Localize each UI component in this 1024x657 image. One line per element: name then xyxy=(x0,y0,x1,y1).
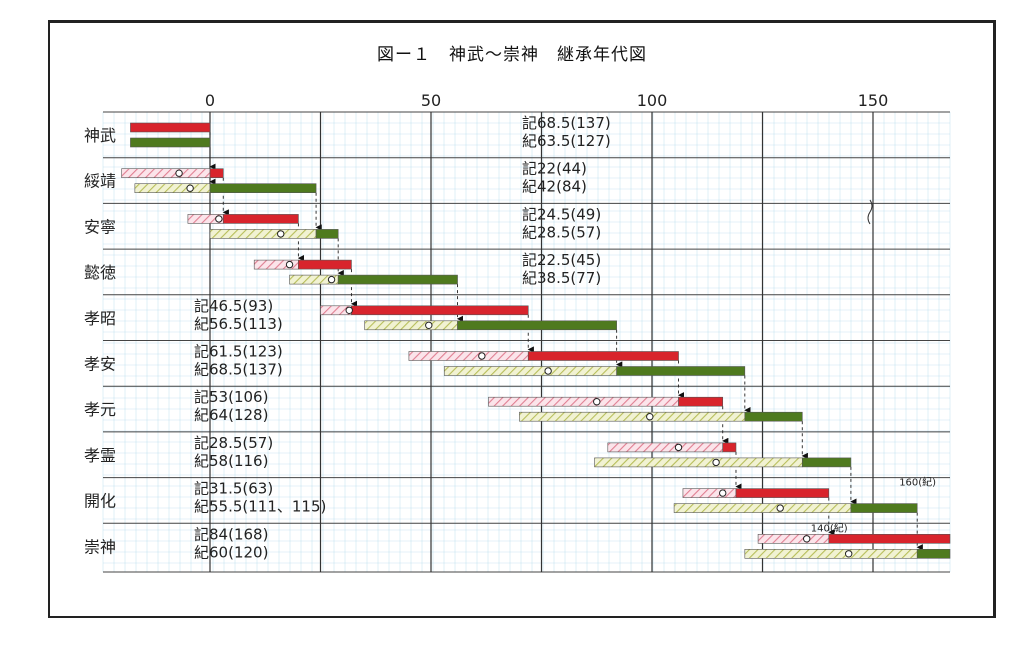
nihongi-reign-bar xyxy=(744,411,803,422)
row-name-label: 開化 xyxy=(84,492,116,511)
nihongi-reign-text: 紀42(84) xyxy=(522,178,587,196)
nihongi-reign-bar xyxy=(616,366,746,376)
ki-reign-bar xyxy=(298,259,352,270)
ki-reign-bar xyxy=(735,488,830,498)
ki-marker-circle xyxy=(175,169,183,177)
nihongi-reign-bar xyxy=(916,548,951,559)
nihongi-marker-circle xyxy=(186,184,194,192)
nihongi-marker-circle xyxy=(544,367,552,375)
nihongi-hatch-bar xyxy=(673,503,852,513)
ki-reign-bar xyxy=(222,214,299,224)
nihongi-hatch-bar xyxy=(519,411,746,422)
nihongi-reign-text: 紀28.5(57) xyxy=(522,223,601,241)
nihongi-hatch-bar xyxy=(744,548,918,559)
nihongi-reign-text: 紀58(116) xyxy=(194,452,268,470)
ki-reign-text: 記61.5(123) xyxy=(194,343,283,361)
row-name-label: 綏靖 xyxy=(84,172,116,191)
nihongi-marker-circle xyxy=(776,504,784,512)
ki-reign-text: 記68.5(137) xyxy=(522,114,611,132)
ki-reign-text: 記53(106) xyxy=(194,388,268,406)
nihongi-reign-text: 紀56.5(113) xyxy=(194,315,283,333)
ki-reign-text: 記22(44) xyxy=(522,160,587,178)
nihongi-reign-bar xyxy=(337,274,458,285)
ki-hatch-bar xyxy=(607,442,724,453)
ki-marker-circle xyxy=(345,306,353,314)
ki-reign-bar xyxy=(209,168,224,178)
nihongi-hatch-bar xyxy=(134,183,211,193)
nihongi-marker-circle xyxy=(425,321,433,329)
ki-reign-bar xyxy=(527,351,679,361)
x-tick-label: 150 xyxy=(858,91,889,110)
ki-marker-circle xyxy=(803,535,811,543)
nihongi-marker-circle xyxy=(844,550,853,558)
nihongi-reign-bar xyxy=(315,229,339,239)
ki-reign-text: 記24.5(49) xyxy=(522,205,601,223)
x-tick-label: 0 xyxy=(205,91,215,110)
ki-marker-circle xyxy=(478,352,486,360)
annotation-label: 160(紀) xyxy=(899,476,936,489)
ki-reign-text: 記28.5(57) xyxy=(194,434,273,452)
axis-break-mark xyxy=(867,199,873,225)
ki-hatch-bar xyxy=(682,488,737,498)
nihongi-hatch-bar xyxy=(594,457,803,468)
ki-reign-text: 記22.5(45) xyxy=(522,251,601,269)
row-name-label: 崇神 xyxy=(84,537,116,556)
ki-reign-bar xyxy=(351,305,529,316)
x-tick-label: 100 xyxy=(637,91,668,110)
row-name-label: 孝昭 xyxy=(84,309,116,328)
row-name-label: 孝元 xyxy=(84,400,116,419)
row-name-label: 孝安 xyxy=(84,355,116,374)
ki-hatch-bar xyxy=(488,396,679,407)
row-name-label: 懿徳 xyxy=(84,263,116,282)
nihongi-reign-text: 紀60(120) xyxy=(194,543,268,561)
row-name-label: 孝霊 xyxy=(84,446,116,465)
ki-reign-text: 記31.5(63) xyxy=(194,480,273,498)
chart-title: 図ー１ 神武〜崇神 継承年代図 xyxy=(377,45,647,65)
nihongi-marker-circle xyxy=(277,230,285,238)
nihongi-reign-text: 紀38.5(77) xyxy=(522,269,601,287)
nihongi-marker-circle xyxy=(327,275,336,284)
figure-frame xyxy=(48,20,996,618)
nihongi-reign-text: 紀55.5(111、115) xyxy=(194,498,326,516)
ki-reign-bar xyxy=(678,396,724,407)
nihongi-marker-circle xyxy=(712,458,720,467)
ki-reign-bar xyxy=(722,442,737,453)
nihongi-reign-text: 紀68.5(137) xyxy=(194,361,283,379)
nihongi-hatch-bar xyxy=(209,229,317,239)
ki-reign-text: 記84(168) xyxy=(194,525,268,543)
ki-hatch-bar xyxy=(757,533,830,544)
ki-marker-circle xyxy=(719,489,727,497)
nihongi-reign-bar xyxy=(850,503,918,513)
nihongi-marker-circle xyxy=(646,413,654,421)
ki-reign-bar xyxy=(828,533,951,544)
nihongi-reign-bar xyxy=(130,137,211,148)
nihongi-reign-text: 紀64(128) xyxy=(194,406,268,424)
ki-reign-text: 記46.5(93) xyxy=(194,297,273,315)
ki-marker-circle xyxy=(215,215,223,223)
row-name-label: 神武 xyxy=(84,126,116,145)
row-name-label: 安寧 xyxy=(84,217,116,236)
annotation-label: 140(紀) xyxy=(811,521,848,534)
nihongi-reign-bar xyxy=(801,457,852,468)
nihongi-reign-bar xyxy=(457,320,617,331)
nihongi-reign-text: 紀63.5(127) xyxy=(522,132,611,150)
nihongi-reign-bar xyxy=(209,183,317,193)
ki-reign-bar xyxy=(130,122,211,133)
x-tick-label: 50 xyxy=(421,91,441,110)
ki-marker-circle xyxy=(285,260,294,269)
ki-hatch-bar xyxy=(408,351,529,361)
ki-marker-circle xyxy=(674,443,683,452)
ki-marker-circle xyxy=(593,398,601,406)
nihongi-hatch-bar xyxy=(443,366,617,376)
ki-hatch-bar xyxy=(121,168,211,178)
nihongi-hatch-bar xyxy=(364,320,458,331)
